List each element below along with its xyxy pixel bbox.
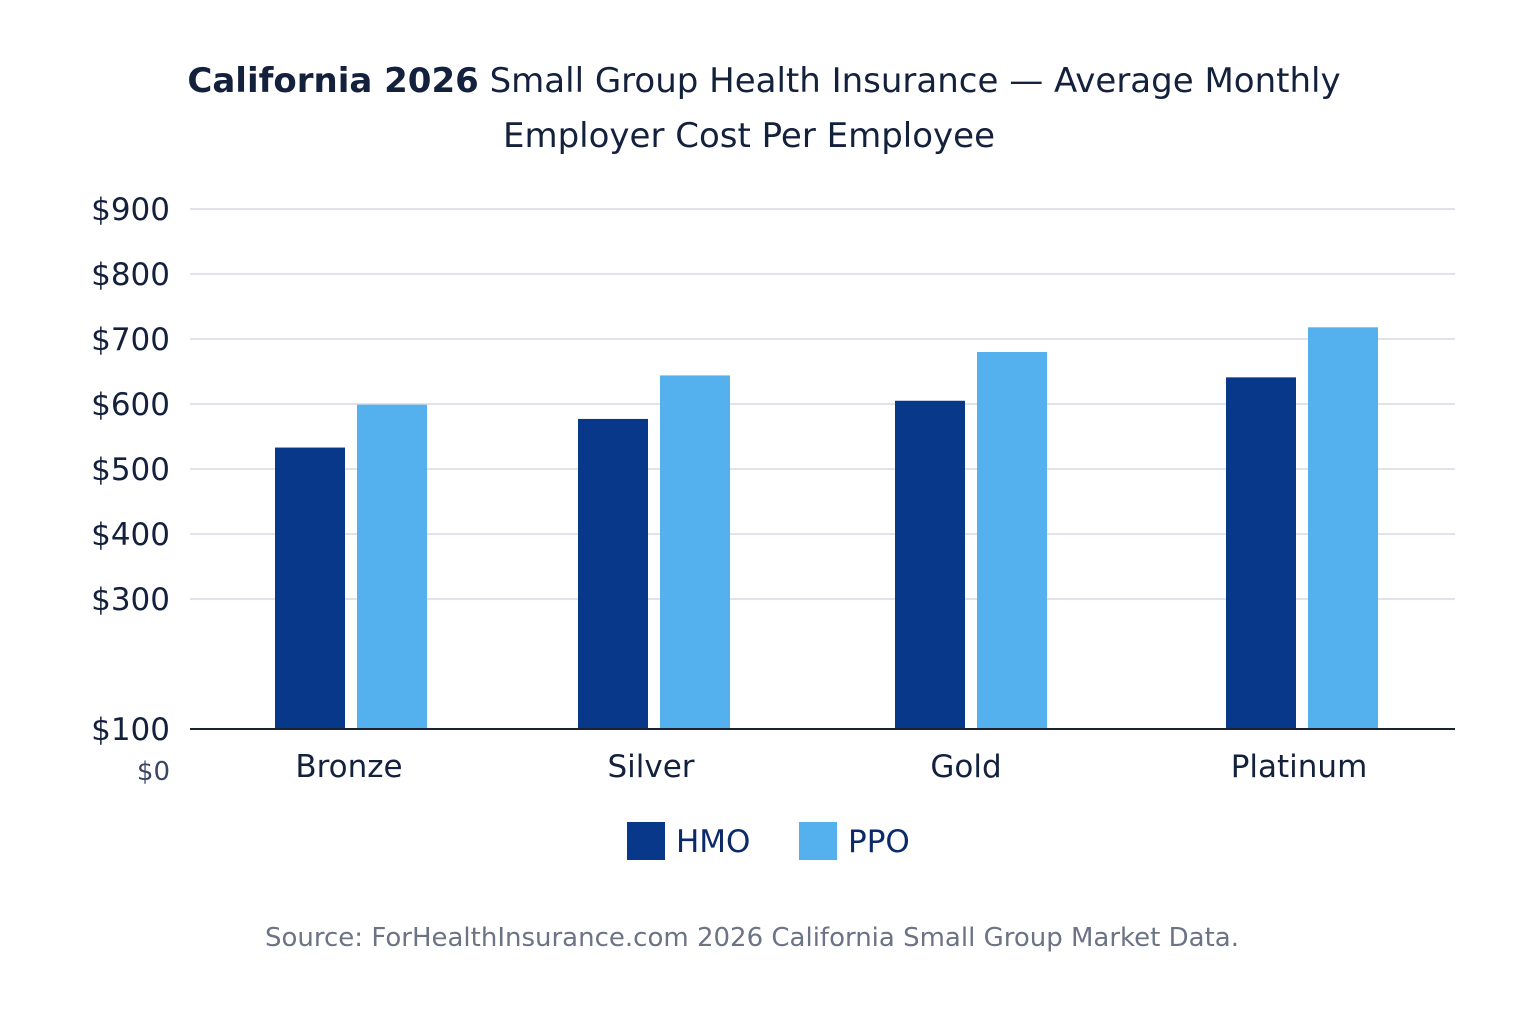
- legend-label-ppo: PPO: [848, 824, 910, 860]
- x-category-label: Platinum: [1231, 749, 1368, 785]
- legend: HMO PPO: [627, 822, 910, 860]
- y-baseline-label: $0: [137, 757, 170, 787]
- y-tick-label: $700: [91, 322, 170, 358]
- bar-hmo-gold: [895, 400, 965, 729]
- y-tick-label: $100: [91, 712, 170, 748]
- y-tick-label: $600: [91, 387, 170, 423]
- x-category-label: Silver: [607, 749, 694, 785]
- bar-hmo-bronze: [275, 447, 345, 729]
- legend-swatch-ppo: [799, 822, 837, 860]
- chart-title-line2: Employer Cost Per Employee: [503, 116, 995, 156]
- legend-label-hmo: HMO: [676, 824, 750, 860]
- y-axis-ticks: $900 $800 $700 $600 $500 $400 $300 $100: [91, 192, 170, 748]
- bar-ppo-platinum: [1308, 327, 1378, 729]
- legend-swatch-hmo: [627, 822, 665, 860]
- source-note: Source: ForHealthInsurance.com 2026 Cali…: [265, 923, 1239, 953]
- bars: [275, 327, 1378, 729]
- bar-hmo-silver: [578, 418, 648, 729]
- x-axis-categories: Bronze Silver Gold Platinum: [295, 749, 1367, 785]
- bar-ppo-silver: [660, 375, 730, 729]
- chart-title-line1: California 2026 Small Group Health Insur…: [187, 61, 1340, 101]
- y-tick-label: $300: [91, 582, 170, 618]
- bar-hmo-platinum: [1226, 377, 1296, 729]
- y-tick-label: $900: [91, 192, 170, 228]
- y-tick-label: $800: [91, 257, 170, 293]
- x-category-label: Gold: [930, 749, 1001, 785]
- y-tick-label: $500: [91, 452, 170, 488]
- x-category-label: Bronze: [295, 749, 402, 785]
- chart-title-bold: California 2026: [187, 61, 478, 101]
- bar-ppo-bronze: [357, 404, 427, 729]
- chart-title-rest: Small Group Health Insurance — Average M…: [479, 61, 1341, 101]
- y-tick-label: $400: [91, 517, 170, 553]
- bar-ppo-gold: [977, 352, 1047, 729]
